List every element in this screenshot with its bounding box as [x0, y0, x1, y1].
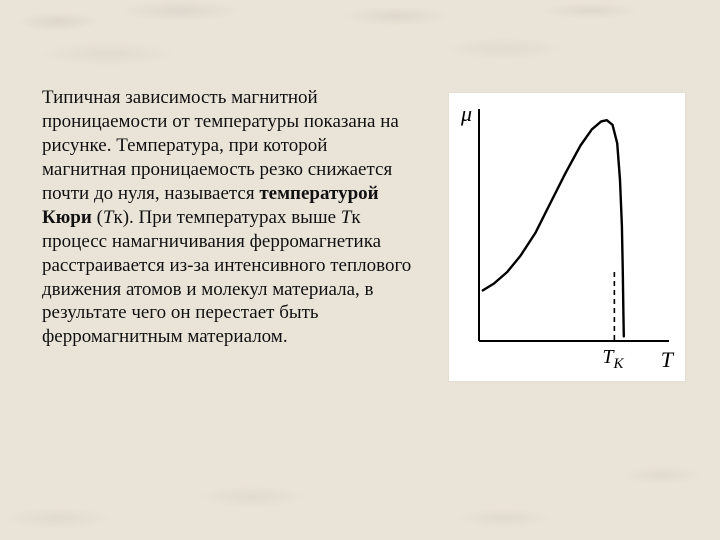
- body-text: Типичная зависимость магнитной проницаем…: [42, 86, 412, 480]
- slide-content: Типичная зависимость магнитной проницаем…: [42, 86, 690, 480]
- chart-svg: [449, 93, 685, 381]
- tick-K: K: [613, 356, 623, 372]
- symbol-T: T: [341, 207, 352, 228]
- figure-column: μ T TK: [438, 86, 690, 480]
- permeability-chart: μ T TK: [448, 92, 686, 382]
- text-run: к). При температурах выше: [113, 207, 340, 228]
- y-axis-label: μ: [461, 101, 472, 127]
- tick-T: T: [602, 346, 613, 368]
- text-run: (: [92, 207, 103, 228]
- symbol-T: T: [103, 207, 114, 228]
- x-axis-label: T: [661, 347, 673, 373]
- curie-tick-label: TK: [602, 346, 623, 373]
